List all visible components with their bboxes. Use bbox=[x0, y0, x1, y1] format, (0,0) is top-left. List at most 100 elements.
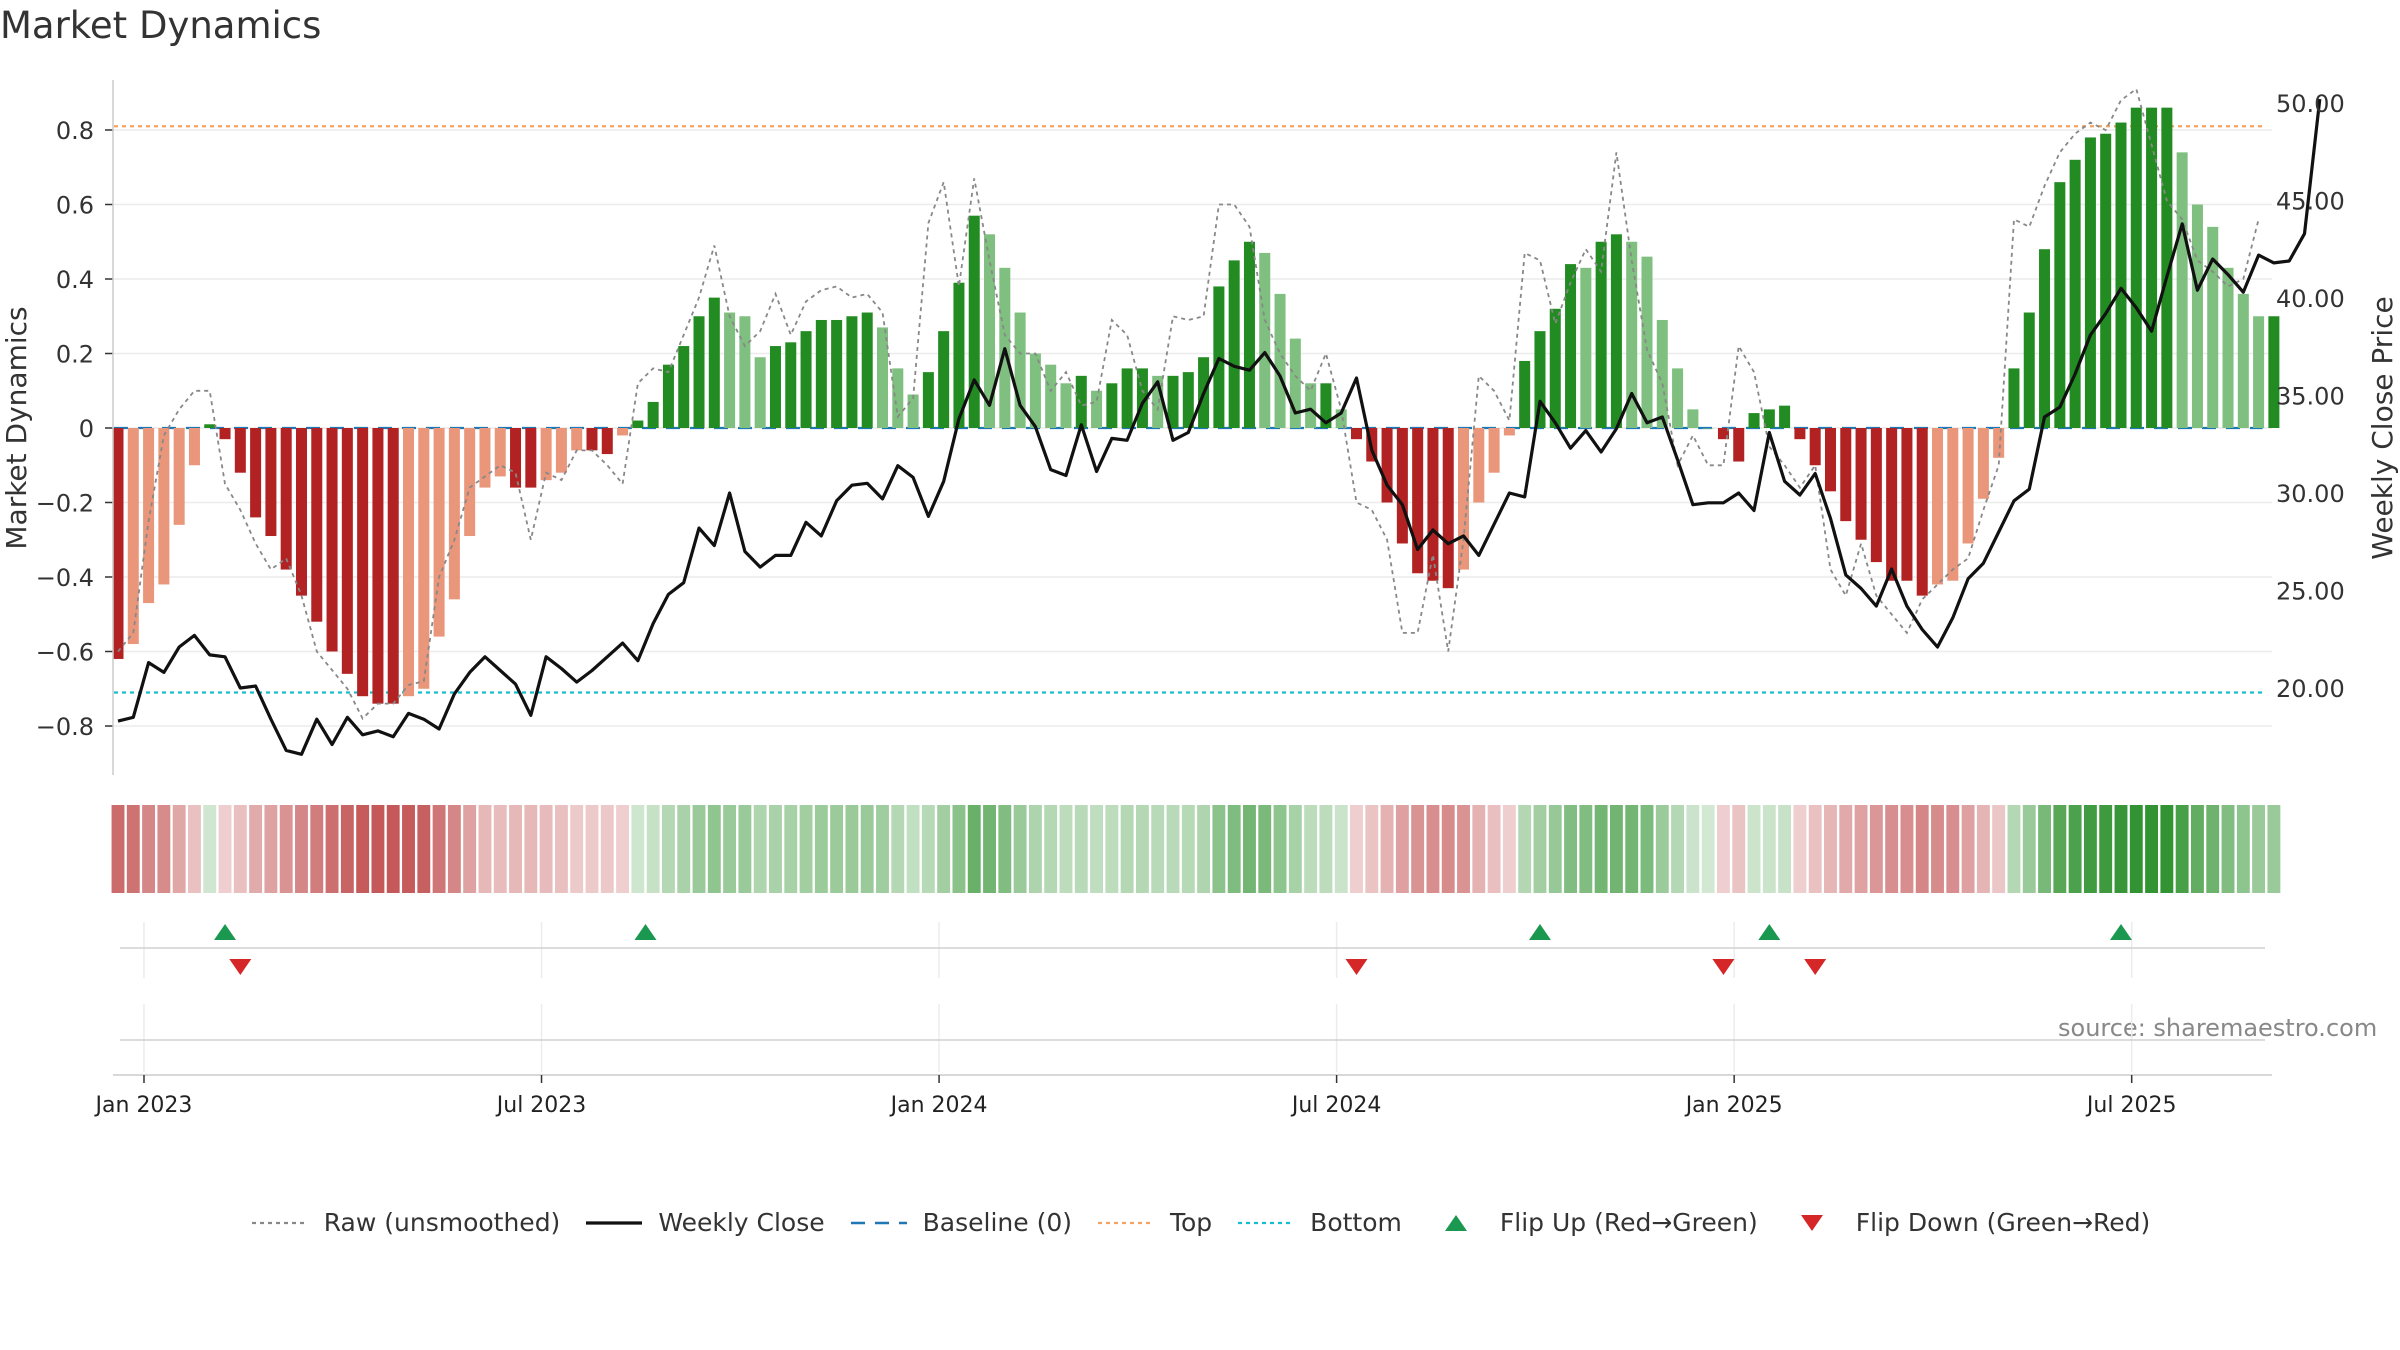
legend-label: Baseline (0) bbox=[922, 1208, 1072, 1237]
bar bbox=[2115, 122, 2127, 429]
regime-cell bbox=[2206, 805, 2220, 893]
regime-cell bbox=[203, 805, 217, 893]
bar bbox=[876, 327, 889, 428]
bar bbox=[464, 428, 476, 537]
bar bbox=[2253, 316, 2265, 428]
flip-markers bbox=[214, 924, 2132, 975]
regime-cell bbox=[1197, 805, 1211, 893]
y-tick-label: 0 bbox=[79, 415, 94, 443]
x-tick-label: Jan 2025 bbox=[1684, 1093, 1783, 1118]
regime-cell bbox=[891, 805, 905, 893]
bar bbox=[1029, 353, 1041, 428]
bar bbox=[234, 428, 246, 473]
bar bbox=[846, 316, 858, 428]
regime-cell bbox=[1732, 805, 1746, 893]
regime-cell bbox=[1135, 805, 1149, 893]
regime-cell bbox=[1013, 805, 1027, 893]
regime-cell bbox=[1181, 805, 1195, 893]
regime-cell bbox=[983, 805, 996, 893]
flip-up-marker bbox=[1758, 924, 1781, 940]
bar bbox=[1549, 308, 1561, 428]
bar bbox=[1947, 428, 1959, 581]
regime-cell bbox=[2267, 805, 2281, 893]
bar bbox=[2176, 152, 2188, 428]
flip-up-marker bbox=[2109, 924, 2132, 940]
regime-cell bbox=[1426, 805, 1440, 893]
regime-cell bbox=[1655, 805, 1669, 893]
bar bbox=[1610, 234, 1622, 428]
y-tick-label: 0.6 bbox=[56, 192, 94, 220]
regime-cell bbox=[1946, 805, 1960, 893]
legend-label: Weekly Close bbox=[658, 1208, 825, 1237]
y2-tick-label: 25.00 bbox=[2276, 578, 2345, 606]
regime-cell bbox=[142, 805, 156, 893]
regime-cell bbox=[1120, 805, 1134, 893]
bar bbox=[295, 428, 307, 596]
regime-cell bbox=[264, 805, 278, 893]
regime-cell bbox=[509, 805, 522, 893]
regime-cell bbox=[1395, 805, 1409, 893]
regime-cell bbox=[876, 805, 889, 893]
y-tick-label: −0.4 bbox=[36, 564, 94, 592]
legend-label: Raw (unsmoothed) bbox=[323, 1208, 561, 1237]
regime-cell bbox=[1350, 805, 1363, 893]
y2-tick-label: 45.00 bbox=[2276, 188, 2345, 216]
regime-cell bbox=[1976, 805, 1990, 893]
bar bbox=[2100, 133, 2112, 428]
legend-symbol bbox=[250, 1211, 310, 1235]
bar bbox=[724, 312, 736, 428]
regime-cell bbox=[554, 805, 568, 893]
y-tick-label: 0.2 bbox=[56, 341, 94, 369]
regime-cell bbox=[1717, 805, 1730, 893]
regime-cell bbox=[2252, 805, 2266, 893]
regime-cell bbox=[2068, 805, 2082, 893]
regime-cell bbox=[967, 805, 981, 893]
flip-down-marker bbox=[1712, 959, 1735, 975]
regime-cell bbox=[2190, 805, 2204, 893]
y-tick-label: −0.8 bbox=[36, 713, 94, 741]
bar bbox=[831, 319, 843, 428]
regime-cell bbox=[830, 805, 844, 893]
regime-cell bbox=[2175, 805, 2189, 893]
regime-cell bbox=[1518, 805, 1532, 893]
regime-cell bbox=[784, 805, 798, 893]
bar bbox=[1243, 241, 1255, 428]
regime-cell bbox=[1044, 805, 1058, 893]
bar bbox=[158, 428, 170, 585]
bar bbox=[815, 319, 827, 428]
bar bbox=[127, 428, 139, 645]
regime-cell bbox=[1441, 805, 1455, 893]
y2-axis-label: Weekly Close Price bbox=[2366, 296, 2399, 559]
bar bbox=[1458, 428, 1470, 570]
regime-cell bbox=[677, 805, 691, 893]
regime-cell bbox=[1319, 805, 1333, 893]
bar bbox=[586, 428, 598, 451]
regime-cell bbox=[1579, 805, 1593, 893]
regime-cell bbox=[1227, 805, 1241, 893]
flip-up-marker bbox=[214, 924, 237, 940]
regime-cell bbox=[1778, 805, 1792, 893]
regime-cell bbox=[921, 805, 935, 893]
regime-cell bbox=[2038, 805, 2051, 893]
bar bbox=[540, 428, 552, 481]
regime-cell bbox=[1166, 805, 1180, 893]
bar bbox=[1136, 368, 1148, 428]
bar bbox=[341, 428, 353, 674]
bar bbox=[418, 428, 430, 689]
axes: 0.8 0.6 0.4 0.2 0 −0.2 −0.4 −0.6 −0.8 50.00 45.00 4… bbox=[36, 80, 2345, 1076]
regime-cell bbox=[478, 805, 492, 893]
regime-cell bbox=[417, 805, 431, 893]
bar bbox=[1488, 428, 1500, 473]
bar bbox=[2054, 182, 2066, 428]
bar bbox=[739, 316, 751, 428]
bar bbox=[448, 428, 460, 600]
bar bbox=[571, 428, 583, 451]
bar bbox=[662, 364, 674, 428]
regime-cell bbox=[1212, 805, 1226, 893]
regime-cell bbox=[1380, 805, 1394, 893]
bar bbox=[1289, 338, 1301, 428]
y2-tick-label: 20.00 bbox=[2276, 675, 2345, 703]
regime-cell bbox=[2007, 805, 2021, 893]
regime-cell bbox=[1900, 805, 1914, 893]
regime-cell bbox=[1243, 805, 1256, 893]
